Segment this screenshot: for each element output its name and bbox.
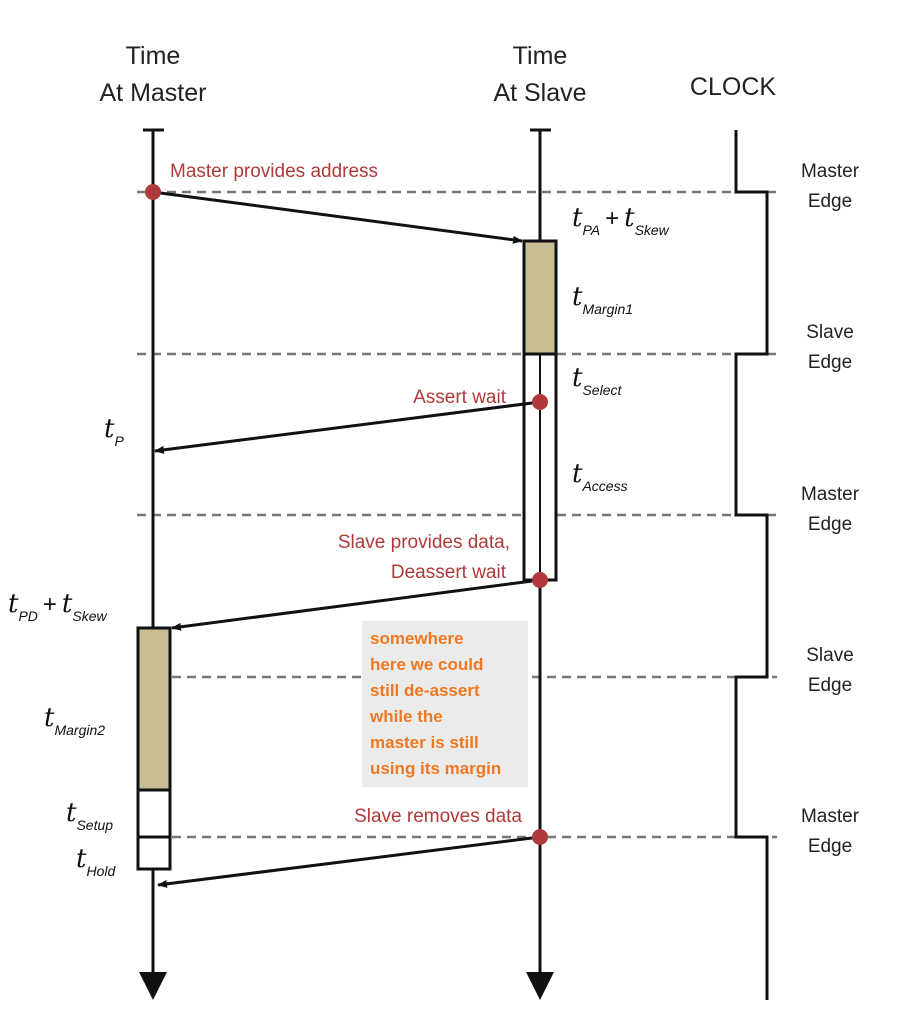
note-line-3: still de-assert [370, 681, 480, 700]
clock-edge-3-line1: Master [801, 484, 860, 505]
event-label-deassert-wait: Deassert wait [391, 562, 507, 583]
event-dot-slave-data [532, 572, 548, 588]
annotation-note: somewhere here we could still de-assert … [362, 621, 528, 787]
clock-edge-2-line2: Edge [808, 352, 852, 373]
label-tselect: tSelect [572, 363, 622, 398]
event-dot-assert-wait [532, 394, 548, 410]
note-line-6: using its margin [370, 759, 501, 778]
clock-edge-1-line1: Master [801, 161, 860, 182]
note-line-2: here we could [370, 655, 483, 674]
clock-edge-5-line1: Master [801, 806, 860, 827]
label-tmargin2: tMargin2 [44, 703, 105, 738]
clock-edge-2-line1: Slave [806, 322, 854, 343]
label-tp: tP [104, 414, 124, 449]
event-label-slave-data: Slave provides data, [338, 532, 510, 553]
clock-edge-5-line2: Edge [808, 836, 852, 857]
annotation-note-bg [362, 621, 528, 787]
slave-timeline-arrowhead [526, 972, 554, 1000]
slave-header-line2: At Slave [493, 79, 586, 107]
label-taccess: tAccess [572, 459, 628, 494]
note-line-4: while the [369, 707, 443, 726]
wait-arrow [154, 400, 541, 454]
master-timeline-arrowhead [139, 972, 167, 1000]
data-arrow [171, 578, 541, 631]
master-margin2-box [136, 626, 172, 792]
label-tpd-skew: tPD + tSkew [8, 589, 107, 624]
clock-edge-labels: Master Edge Slave Edge Master Edge Slave… [801, 161, 860, 857]
master-hold-box [136, 835, 172, 871]
clock-waveform [734, 130, 769, 1000]
note-line-5: master is still [370, 733, 479, 752]
master-header-line2: At Master [100, 79, 207, 107]
clock-edge-4-line2: Edge [808, 675, 852, 696]
clock-header: CLOCK [690, 73, 776, 101]
label-thold: tHold [76, 844, 116, 879]
clock-edge-3-line2: Edge [808, 514, 852, 535]
event-label-remove-data: Slave removes data [354, 806, 522, 827]
address-arrow [152, 190, 523, 244]
event-dot-master-address [145, 184, 161, 200]
master-header-line1: Time [126, 42, 181, 70]
event-dot-remove-data [532, 829, 548, 845]
event-label-master-address: Master provides address [170, 161, 378, 182]
clock-edge-4-line1: Slave [806, 645, 854, 666]
slave-header-line1: Time [513, 42, 568, 70]
slave-margin1-box [522, 239, 558, 356]
note-line-1: somewhere [370, 629, 464, 648]
label-tpa-skew: tPA + tSkew [572, 203, 670, 238]
event-label-assert-wait: Assert wait [413, 387, 507, 408]
clock-edge-1-line2: Edge [808, 191, 852, 212]
label-tsetup: tSetup [66, 798, 113, 833]
label-tmargin1: tMargin1 [572, 282, 633, 317]
master-setup-box [136, 788, 172, 839]
remove-data-arrow [157, 835, 541, 888]
